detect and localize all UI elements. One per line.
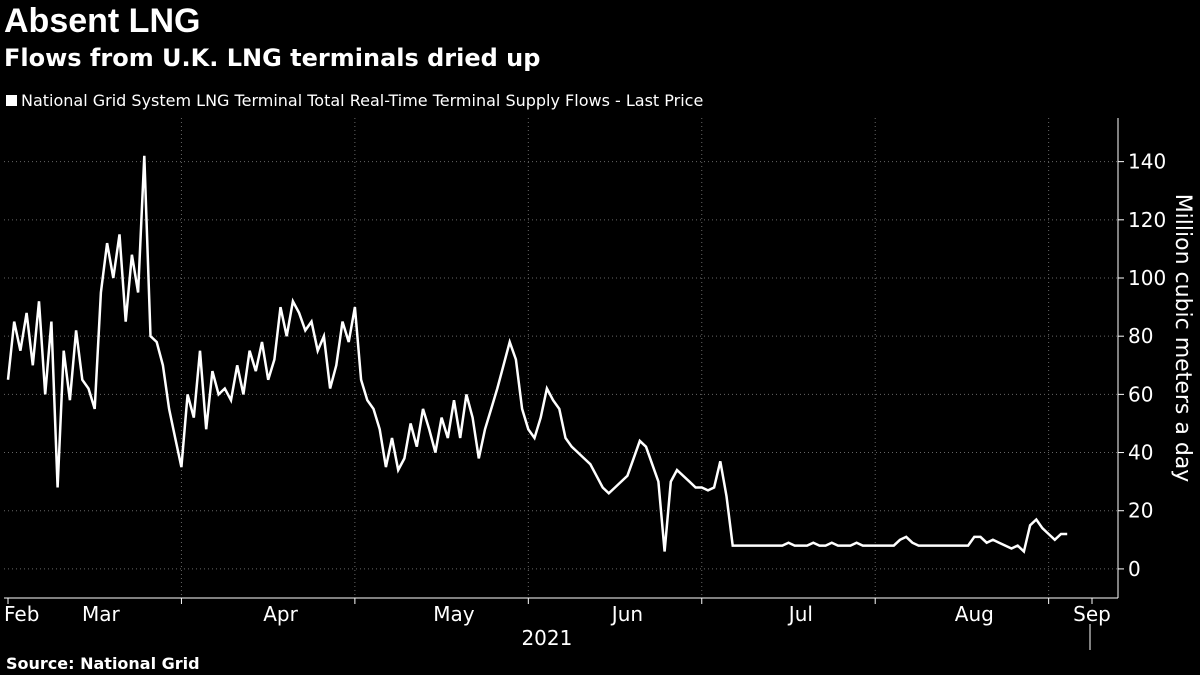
x-tick-label: Mar bbox=[82, 602, 121, 626]
y-tick-label: 60 bbox=[1128, 382, 1153, 406]
y-tick-label: 20 bbox=[1128, 499, 1153, 523]
y-axis-label: Million cubic meters a day bbox=[1170, 194, 1195, 483]
x-tick-label: Jul bbox=[787, 602, 813, 626]
x-tick-label: Apr bbox=[263, 602, 298, 626]
x-tick-label: Sep bbox=[1073, 602, 1111, 626]
x-tick-label: Feb bbox=[4, 602, 39, 626]
x-tick-label: May bbox=[433, 602, 475, 626]
y-tick-label: 120 bbox=[1128, 208, 1166, 232]
source-note: Source: National Grid bbox=[6, 654, 200, 673]
legend-swatch bbox=[6, 95, 17, 106]
y-tick-label: 40 bbox=[1128, 441, 1153, 465]
legend-label: National Grid System LNG Terminal Total … bbox=[21, 91, 704, 110]
y-tick-label: 0 bbox=[1128, 557, 1141, 581]
x-tick-label: Jun bbox=[610, 602, 643, 626]
chart-subtitle: Flows from U.K. LNG terminals dried up bbox=[4, 44, 541, 72]
legend: National Grid System LNG Terminal Total … bbox=[6, 91, 703, 110]
year-label: 2021 bbox=[521, 626, 572, 650]
y-tick-label: 80 bbox=[1128, 324, 1153, 348]
x-tick-label: Aug bbox=[955, 602, 994, 626]
y-tick-label: 140 bbox=[1128, 150, 1166, 174]
chart-title: Absent LNG bbox=[4, 2, 201, 40]
y-tick-label: 100 bbox=[1128, 266, 1166, 290]
series-line bbox=[6, 155, 1068, 554]
